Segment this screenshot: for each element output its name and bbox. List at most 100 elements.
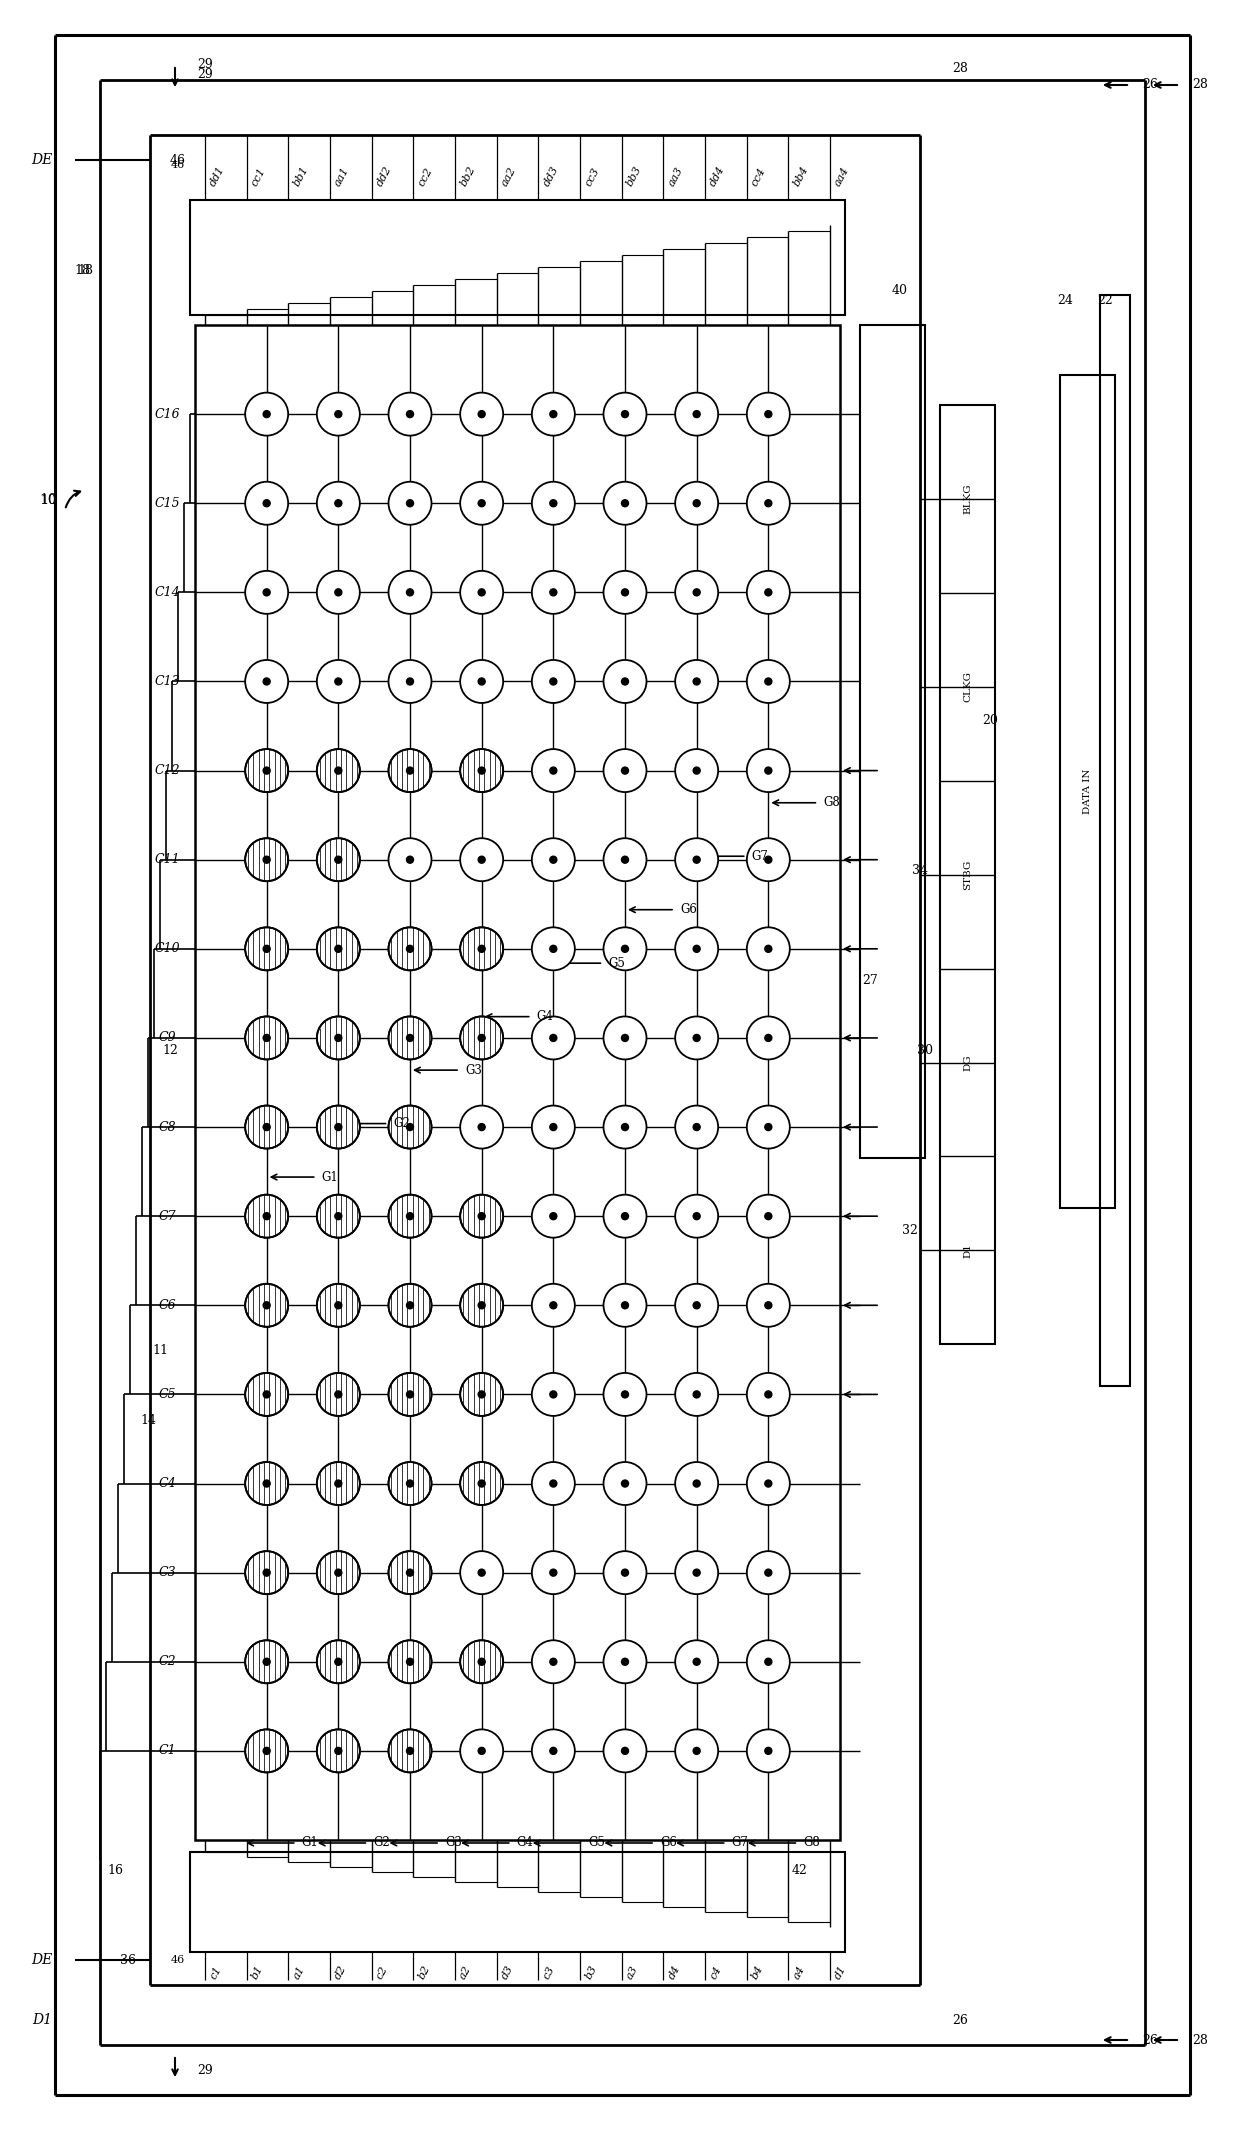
Circle shape — [621, 767, 629, 773]
Circle shape — [532, 1016, 575, 1059]
Text: aa4: aa4 — [833, 166, 852, 187]
Circle shape — [335, 1747, 342, 1755]
Circle shape — [621, 677, 629, 686]
Text: 29: 29 — [197, 68, 213, 81]
Circle shape — [746, 1374, 790, 1416]
Text: CLKG: CLKG — [963, 671, 972, 703]
Circle shape — [549, 411, 557, 417]
Circle shape — [604, 1374, 646, 1416]
Text: 18: 18 — [77, 264, 93, 277]
Circle shape — [532, 1195, 575, 1238]
Circle shape — [388, 1640, 432, 1683]
Circle shape — [621, 588, 629, 596]
Circle shape — [675, 1284, 718, 1327]
Text: bb4: bb4 — [791, 164, 810, 187]
Circle shape — [675, 1461, 718, 1506]
Text: cc3: cc3 — [583, 166, 601, 187]
Circle shape — [479, 767, 485, 773]
Circle shape — [675, 660, 718, 703]
Circle shape — [693, 1391, 701, 1397]
Circle shape — [604, 392, 646, 437]
Circle shape — [675, 1195, 718, 1238]
Circle shape — [317, 1105, 360, 1148]
Circle shape — [407, 501, 413, 507]
Circle shape — [693, 677, 701, 686]
Circle shape — [246, 392, 288, 437]
Text: G3: G3 — [445, 1836, 461, 1849]
Circle shape — [549, 1659, 557, 1666]
Circle shape — [549, 767, 557, 773]
Text: C6: C6 — [159, 1299, 176, 1312]
Text: 32: 32 — [901, 1223, 918, 1238]
Circle shape — [317, 1374, 360, 1416]
Circle shape — [746, 660, 790, 703]
Text: G5: G5 — [609, 956, 625, 969]
Circle shape — [765, 946, 771, 952]
Circle shape — [246, 1195, 288, 1238]
Circle shape — [263, 767, 270, 773]
Text: b3: b3 — [583, 1964, 599, 1981]
Circle shape — [675, 1374, 718, 1416]
Circle shape — [335, 1301, 342, 1308]
Text: STBG: STBG — [963, 861, 972, 890]
Text: bb3: bb3 — [625, 164, 644, 187]
Circle shape — [604, 1195, 646, 1238]
Circle shape — [549, 1035, 557, 1042]
Circle shape — [479, 1035, 485, 1042]
Circle shape — [263, 677, 270, 686]
Text: C10: C10 — [154, 941, 180, 956]
Circle shape — [746, 392, 790, 437]
Circle shape — [246, 660, 288, 703]
Circle shape — [675, 1551, 718, 1593]
Circle shape — [407, 411, 413, 417]
Circle shape — [604, 1640, 646, 1683]
Circle shape — [335, 1570, 342, 1576]
Circle shape — [746, 1105, 790, 1148]
Circle shape — [407, 1659, 413, 1666]
Circle shape — [263, 1659, 270, 1666]
Circle shape — [549, 856, 557, 863]
Circle shape — [532, 1374, 575, 1416]
Circle shape — [765, 1391, 771, 1397]
Text: C16: C16 — [154, 407, 180, 420]
Circle shape — [675, 750, 718, 792]
Circle shape — [604, 1105, 646, 1148]
Circle shape — [604, 927, 646, 971]
Circle shape — [549, 946, 557, 952]
Circle shape — [407, 1301, 413, 1308]
Circle shape — [746, 481, 790, 524]
Circle shape — [532, 1640, 575, 1683]
Text: 40: 40 — [892, 283, 908, 296]
Circle shape — [335, 946, 342, 952]
Circle shape — [479, 1659, 485, 1666]
Circle shape — [532, 1461, 575, 1506]
Circle shape — [693, 767, 701, 773]
Circle shape — [335, 1123, 342, 1131]
Circle shape — [621, 856, 629, 863]
Circle shape — [693, 1659, 701, 1666]
Text: d3: d3 — [500, 1964, 515, 1981]
Circle shape — [263, 1212, 270, 1220]
Circle shape — [335, 1035, 342, 1042]
Circle shape — [407, 767, 413, 773]
Circle shape — [246, 1640, 288, 1683]
Circle shape — [479, 501, 485, 507]
Circle shape — [532, 571, 575, 613]
Text: 29: 29 — [197, 2064, 213, 2077]
Circle shape — [746, 927, 790, 971]
Circle shape — [746, 1284, 790, 1327]
Text: G2: G2 — [393, 1116, 410, 1131]
Circle shape — [621, 1035, 629, 1042]
Circle shape — [675, 1016, 718, 1059]
Circle shape — [549, 1747, 557, 1755]
Circle shape — [549, 1570, 557, 1576]
Circle shape — [693, 1123, 701, 1131]
Text: c1: c1 — [208, 1964, 223, 1981]
Text: 29: 29 — [197, 58, 213, 72]
Circle shape — [335, 1480, 342, 1487]
Text: dd4: dd4 — [708, 164, 727, 187]
Circle shape — [549, 1391, 557, 1397]
Circle shape — [621, 1212, 629, 1220]
Circle shape — [479, 677, 485, 686]
Circle shape — [335, 1391, 342, 1397]
